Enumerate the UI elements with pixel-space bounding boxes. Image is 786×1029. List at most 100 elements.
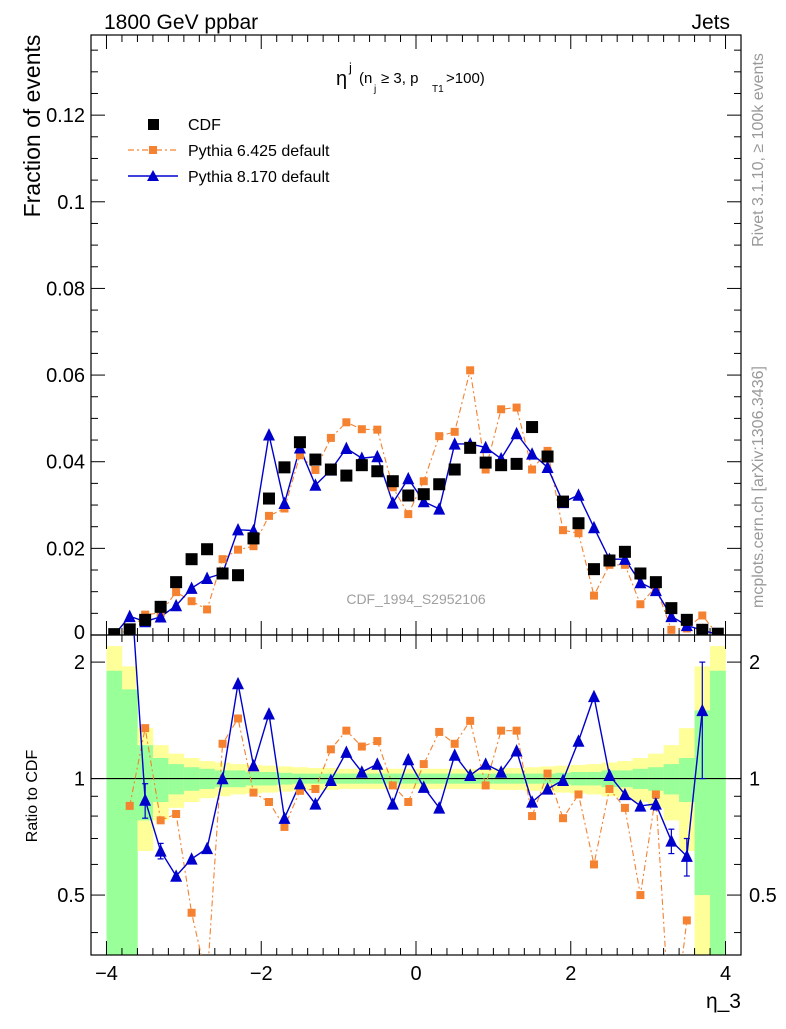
point-pythia6 — [187, 597, 196, 606]
point-cdf — [526, 421, 539, 434]
ratio-point-pythia8 — [680, 849, 693, 862]
point-cdf — [278, 461, 291, 474]
title-geq: ≥ 3, p — [381, 70, 418, 87]
legend: CDF Pythia 6.425 default Pythia 8.170 de… — [128, 117, 330, 186]
x-axis-label: η_3 — [706, 990, 741, 1013]
point-pythia8 — [340, 441, 353, 454]
ratio-tick-label-left: 1 — [74, 769, 85, 791]
point-pythia6 — [419, 477, 428, 486]
y-tick-label: 0.12 — [46, 105, 85, 127]
watermark: CDF_1994_S2952106 — [346, 591, 486, 607]
ratio-tick-label-right: 2 — [749, 652, 760, 674]
ratio-point-pythia8 — [309, 797, 322, 810]
point-cdf — [495, 459, 508, 472]
ratio-point-pythia8 — [293, 776, 306, 790]
y-tick-label: 0.08 — [46, 278, 85, 300]
ratio-point-pythia8 — [355, 765, 368, 778]
ratio-point-pythia6 — [620, 803, 629, 812]
point-cdf — [293, 436, 306, 449]
point-pythia8 — [201, 571, 214, 584]
ratio-point-pythia6 — [497, 726, 506, 735]
ratio-point-pythia8 — [139, 793, 152, 806]
point-cdf — [247, 532, 260, 545]
ratio-point-pythia6 — [404, 797, 413, 806]
point-cdf — [448, 463, 461, 476]
point-cdf — [572, 517, 585, 530]
point-pythia6 — [667, 625, 676, 634]
band-stat — [710, 670, 726, 955]
header-right: Jets — [691, 11, 730, 34]
point-pythia6 — [234, 545, 243, 554]
point-pythia6 — [311, 465, 320, 474]
point-cdf — [479, 456, 492, 469]
ratio-point-pythia8 — [386, 797, 399, 810]
ratio-point-pythia6 — [234, 714, 243, 723]
ratio-point-pythia6 — [264, 797, 273, 806]
point-cdf — [108, 628, 121, 635]
ratio-point-pythia6 — [435, 727, 444, 736]
point-cdf — [587, 563, 600, 576]
ratio-point-pythia8 — [557, 773, 570, 786]
point-pythia8 — [448, 437, 461, 450]
ratio-tick-label-left: 2 — [74, 652, 85, 674]
ratio-bands — [106, 646, 726, 955]
ratio-point-pythia6 — [450, 739, 459, 748]
ratio-tick-label-right: 0.5 — [749, 885, 777, 907]
legend-label-pythia8: Pythia 8.170 default — [188, 169, 330, 186]
ratio-point-pythia8 — [340, 745, 353, 758]
ratio-series — [125, 635, 709, 955]
ratio-pythia8-line — [133, 635, 704, 878]
ratio-point-pythia8 — [479, 757, 492, 770]
ratio-point-pythia6 — [651, 790, 660, 799]
point-cdf — [618, 545, 631, 558]
legend-item-pythia8: Pythia 8.170 default — [128, 169, 330, 186]
point-pythia8 — [572, 488, 585, 501]
ratio-point-pythia8 — [665, 834, 678, 847]
point-pythia6 — [497, 405, 506, 414]
ratio-point-pythia8 — [247, 758, 260, 772]
point-cdf — [262, 492, 275, 505]
band-stat — [106, 670, 123, 955]
point-pythia8 — [649, 583, 662, 597]
band-stat — [121, 689, 138, 955]
ratio-point-pythia6 — [342, 726, 351, 735]
point-cdf — [139, 613, 152, 626]
point-pythia6 — [172, 588, 181, 597]
main-series — [108, 366, 724, 635]
point-pythia6 — [559, 526, 568, 535]
ratio-point-pythia6 — [512, 726, 521, 735]
ratio-tick-label-left: 0.5 — [57, 885, 85, 907]
ratio-point-pythia8 — [371, 757, 384, 770]
point-pythia8 — [371, 449, 384, 463]
point-cdf — [696, 623, 709, 635]
ratio-point-pythia6 — [125, 801, 134, 810]
x-tick-label: −4 — [95, 963, 118, 985]
point-pythia8 — [417, 494, 430, 508]
point-cdf — [541, 450, 554, 463]
point-pythia8 — [309, 478, 322, 491]
ratio-point-pythia8 — [278, 811, 291, 824]
point-pythia6 — [249, 542, 258, 551]
ratio-point-pythia6 — [466, 716, 475, 725]
title-n-sub: j — [373, 84, 376, 95]
point-cdf — [464, 441, 477, 454]
ratio-point-pythia8 — [464, 768, 477, 781]
point-pythia8 — [541, 460, 554, 474]
point-cdf — [711, 627, 724, 635]
band-stat — [679, 758, 695, 802]
point-pythia6 — [388, 483, 397, 492]
y-axis-label: Fraction of events — [19, 35, 45, 218]
ratio-point-pythia6 — [419, 760, 428, 769]
point-pythia8 — [587, 520, 600, 534]
point-cdf — [324, 463, 337, 476]
point-cdf — [201, 543, 214, 556]
ratio-point-pythia8 — [324, 773, 337, 786]
band-stat — [694, 710, 711, 896]
point-pythia6 — [589, 591, 598, 600]
point-cdf — [510, 457, 523, 470]
axis-ticks: 0.02 0.04 0.06 0.08 0.1 0.12 0 −4 −2 0 2 4 η_3 0.5 0.5… — [46, 35, 777, 1013]
ratio-point-pythia6 — [373, 737, 382, 746]
ratio-point-pythia8 — [232, 676, 245, 690]
point-cdf — [185, 553, 198, 566]
